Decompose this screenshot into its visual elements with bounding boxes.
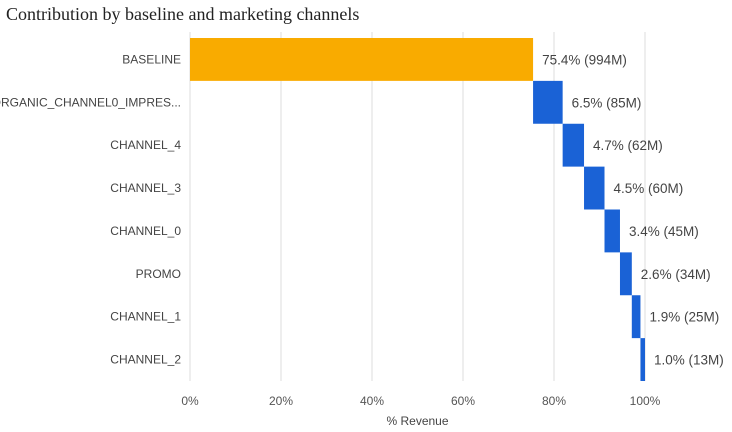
x-tick-label: 80% [542, 394, 566, 408]
bar-organic-channel0-impres- [533, 80, 563, 124]
category-label: CHANNEL_4 [110, 138, 181, 152]
data-label: 4.7% (62M) [593, 138, 663, 153]
x-tick-label: 40% [360, 394, 384, 408]
data-label: 1.0% (13M) [654, 353, 724, 368]
chart-title: Contribution by baseline and marketing c… [6, 4, 360, 24]
x-axis-label: % Revenue [386, 414, 448, 428]
category-label: ORGANIC_CHANNEL0_IMPRES... [0, 95, 181, 109]
bar-promo [619, 252, 632, 296]
category-label: PROMO [136, 267, 181, 281]
bar-channel-4 [562, 123, 585, 167]
bar-channel-3 [584, 166, 605, 210]
x-tick-label: 100% [630, 394, 661, 408]
x-tick-label: 60% [451, 394, 475, 408]
category-label: BASELINE [122, 52, 181, 66]
bar-channel-1 [631, 295, 641, 339]
data-label: 75.4% (994M) [542, 52, 627, 67]
x-tick-label: 20% [269, 394, 293, 408]
category-label: CHANNEL_2 [110, 353, 181, 367]
category-label: CHANNEL_3 [110, 181, 181, 195]
data-label: 1.9% (25M) [649, 310, 719, 325]
x-tick-label: 0% [181, 394, 199, 408]
bar-channel-0 [604, 209, 620, 253]
bar-channel-2 [640, 338, 645, 381]
data-label: 4.5% (60M) [614, 181, 684, 196]
data-label: 6.5% (85M) [572, 95, 642, 110]
category-label: CHANNEL_1 [110, 310, 181, 324]
data-label: 3.4% (45M) [629, 224, 699, 239]
category-label: CHANNEL_0 [110, 224, 181, 238]
bar-baseline [190, 38, 534, 81]
data-label: 2.6% (34M) [641, 267, 711, 282]
